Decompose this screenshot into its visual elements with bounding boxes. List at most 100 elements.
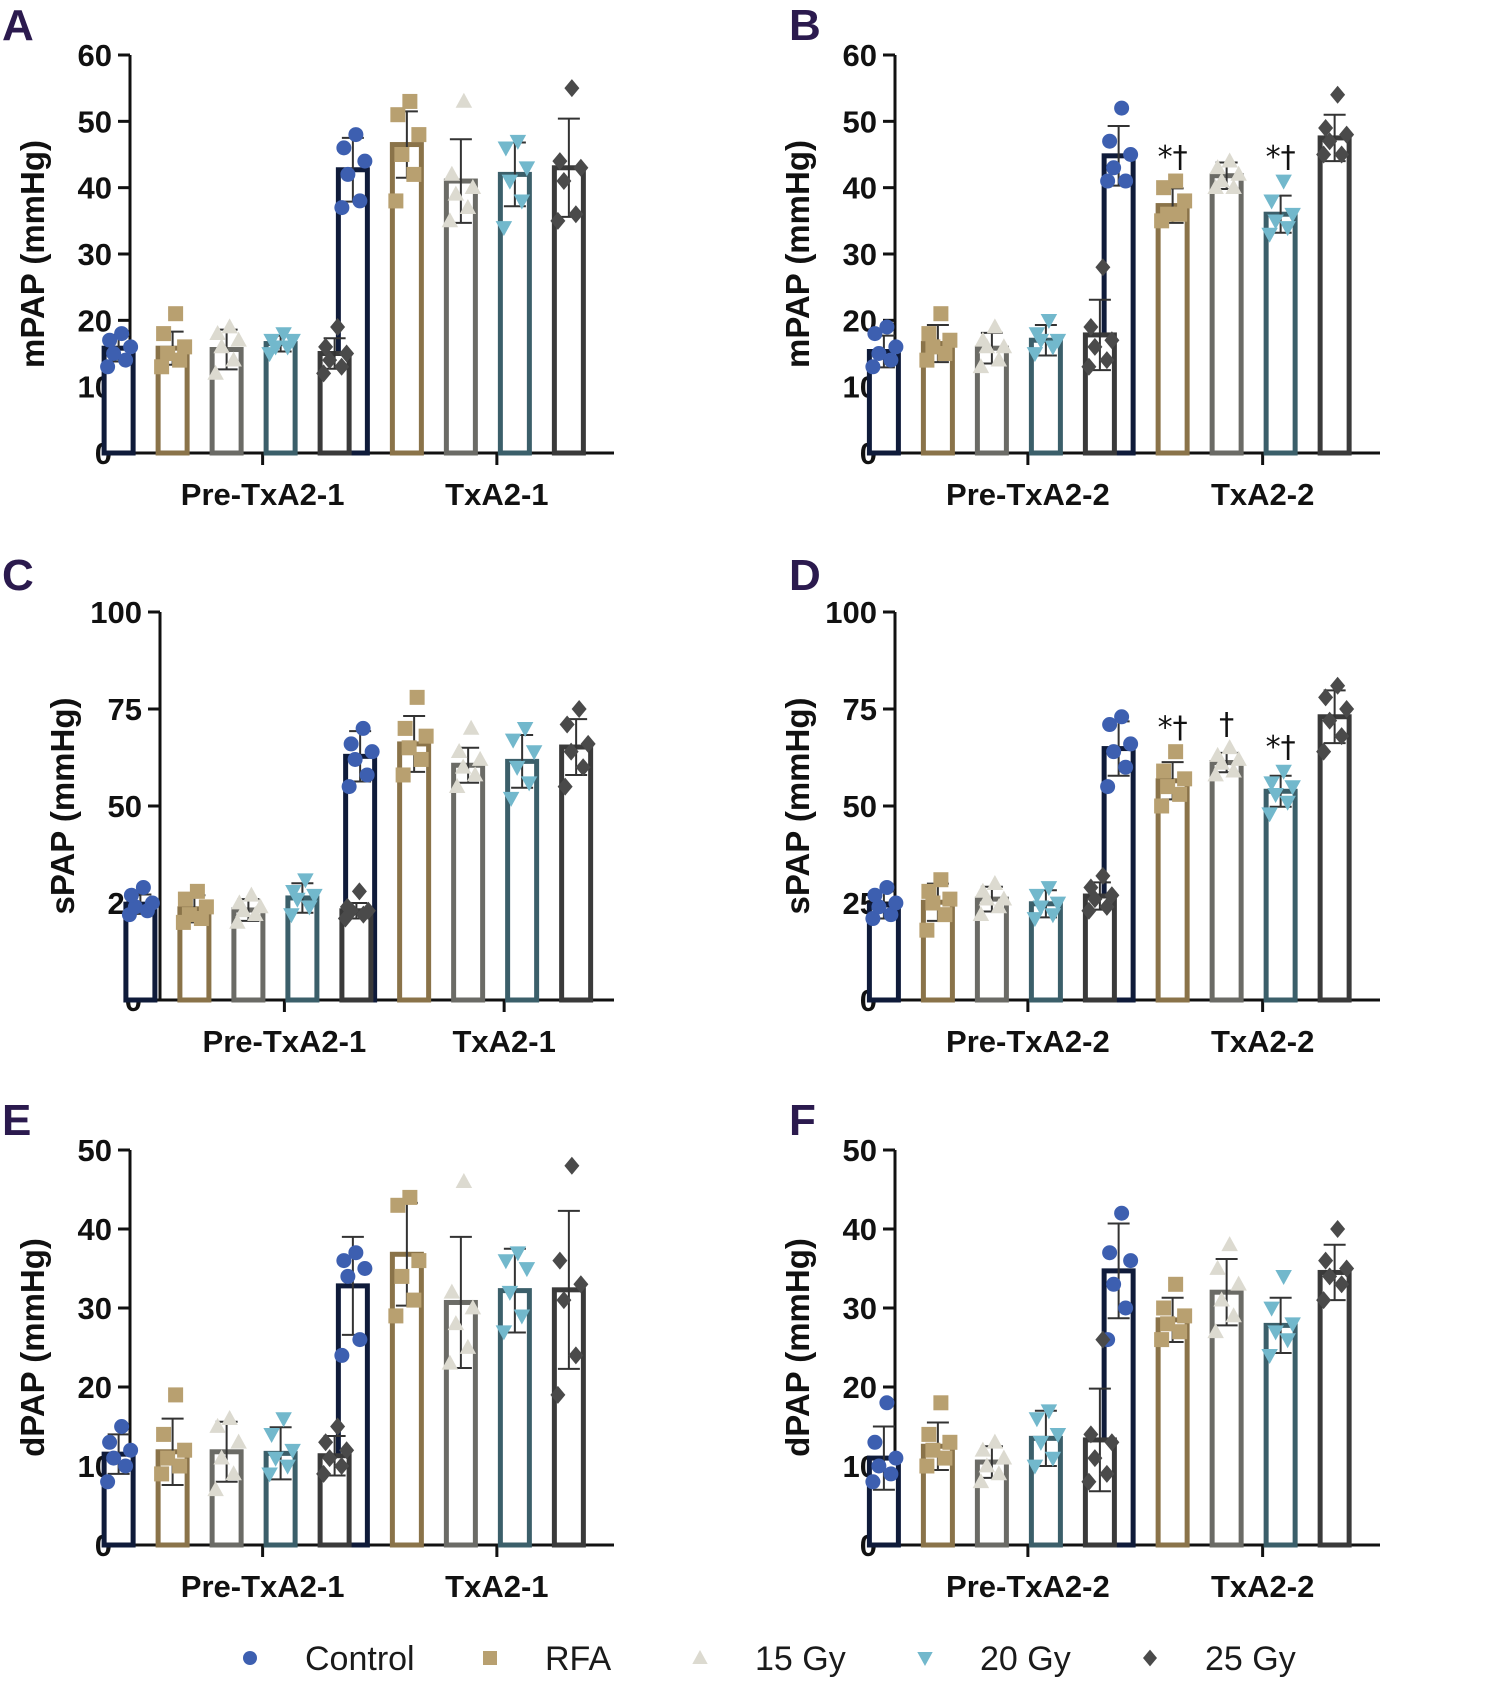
- y-tick-label: 20: [78, 303, 112, 338]
- data-point: [933, 872, 949, 888]
- data-point: [1330, 676, 1346, 695]
- data-point: [397, 720, 413, 736]
- legend-item: 15 Gy: [692, 1640, 846, 1678]
- legend-label: RFA: [545, 1640, 611, 1678]
- data-point: [1040, 1404, 1058, 1420]
- data-point: [501, 174, 519, 190]
- data-point: [343, 736, 359, 752]
- y-axis-label: mPAP (mmHg): [779, 140, 816, 368]
- data-point: [441, 1354, 459, 1370]
- data-point: [230, 1433, 247, 1449]
- data-point: [1275, 764, 1292, 780]
- data-point: [879, 879, 895, 895]
- data-point: [937, 346, 953, 361]
- data-point: [1275, 174, 1292, 190]
- data-point: [144, 895, 160, 911]
- data-point: [123, 339, 139, 355]
- data-point: [1334, 145, 1350, 164]
- data-point: [413, 751, 429, 767]
- data-point: [275, 1412, 292, 1428]
- data-point: [330, 1417, 346, 1436]
- x-tick-label: Pre-TxA2-1: [203, 1024, 367, 1059]
- data-point: [518, 161, 536, 177]
- data-point: [942, 891, 958, 907]
- bar: [1317, 135, 1352, 456]
- data-point: [568, 205, 584, 224]
- legend-label: Control: [305, 1640, 415, 1678]
- data-point: [1284, 780, 1301, 796]
- data-point: [359, 767, 375, 783]
- data-point: [1049, 1428, 1067, 1444]
- data-point: [974, 1441, 992, 1457]
- y-tick-label: 50: [843, 789, 877, 824]
- data-point: [221, 318, 238, 334]
- data-point: [1318, 1251, 1334, 1270]
- data-point: [1044, 1451, 1062, 1467]
- y-tick-label: 75: [843, 692, 877, 727]
- data-point: [334, 1347, 350, 1363]
- legend-item: 20 Gy: [917, 1640, 1071, 1678]
- data-point: [402, 93, 418, 109]
- data-point: [1102, 717, 1118, 733]
- significance-annotation: †: [1219, 707, 1234, 742]
- data-point: [1160, 206, 1176, 222]
- data-point: [1123, 736, 1139, 752]
- data-point: [573, 158, 589, 177]
- data-point: [571, 700, 587, 718]
- data-point: [564, 79, 580, 98]
- y-tick-label: 40: [78, 171, 112, 206]
- data-point: [509, 1246, 527, 1262]
- data-point: [284, 333, 301, 349]
- data-point: [1213, 172, 1230, 188]
- data-point: [156, 326, 172, 342]
- data-point: [394, 147, 410, 162]
- data-point: [1154, 798, 1170, 814]
- data-point: [1028, 888, 1046, 904]
- data-point: [556, 172, 572, 191]
- data-point: [1334, 1275, 1350, 1294]
- data-point: [974, 882, 992, 898]
- data-point: [261, 1467, 278, 1483]
- data-point: [1275, 1270, 1292, 1286]
- significance-annotation: *†: [1266, 730, 1296, 765]
- data-point: [1095, 866, 1111, 885]
- data-point: [972, 906, 990, 922]
- data-point: [229, 913, 246, 929]
- data-point: [466, 766, 484, 782]
- data-point: [995, 890, 1013, 906]
- data-point: [1104, 886, 1120, 905]
- bar: [1263, 788, 1298, 1003]
- data-point: [919, 922, 935, 938]
- y-tick-label: 60: [843, 38, 877, 73]
- data-point: [525, 745, 543, 761]
- data-point: [388, 1308, 404, 1324]
- data-point: [394, 1268, 410, 1284]
- data-point: [972, 358, 990, 374]
- data-point: [285, 884, 302, 900]
- y-tick-label: 20: [843, 1370, 877, 1405]
- data-point: [1172, 786, 1188, 802]
- data-point: [336, 1253, 352, 1269]
- data-point: [1104, 331, 1120, 350]
- data-point: [263, 1428, 280, 1444]
- data-point: [341, 779, 357, 795]
- data-point: [177, 891, 193, 907]
- data-point: [455, 92, 473, 108]
- data-point: [231, 894, 248, 910]
- data-point: [230, 331, 247, 347]
- data-point: [513, 1309, 531, 1325]
- data-point: [1225, 179, 1242, 195]
- data-point: [867, 1434, 883, 1450]
- data-point: [559, 715, 575, 734]
- data-point: [247, 906, 264, 922]
- data-point: [978, 890, 996, 906]
- data-point: [1118, 1300, 1134, 1316]
- x-tick-label: Pre-TxA2-1: [181, 477, 345, 512]
- panel-letter: C: [2, 551, 34, 600]
- panel-letter: A: [2, 1, 34, 50]
- data-point: [1213, 754, 1230, 770]
- data-point: [193, 911, 209, 927]
- bar: [497, 171, 532, 456]
